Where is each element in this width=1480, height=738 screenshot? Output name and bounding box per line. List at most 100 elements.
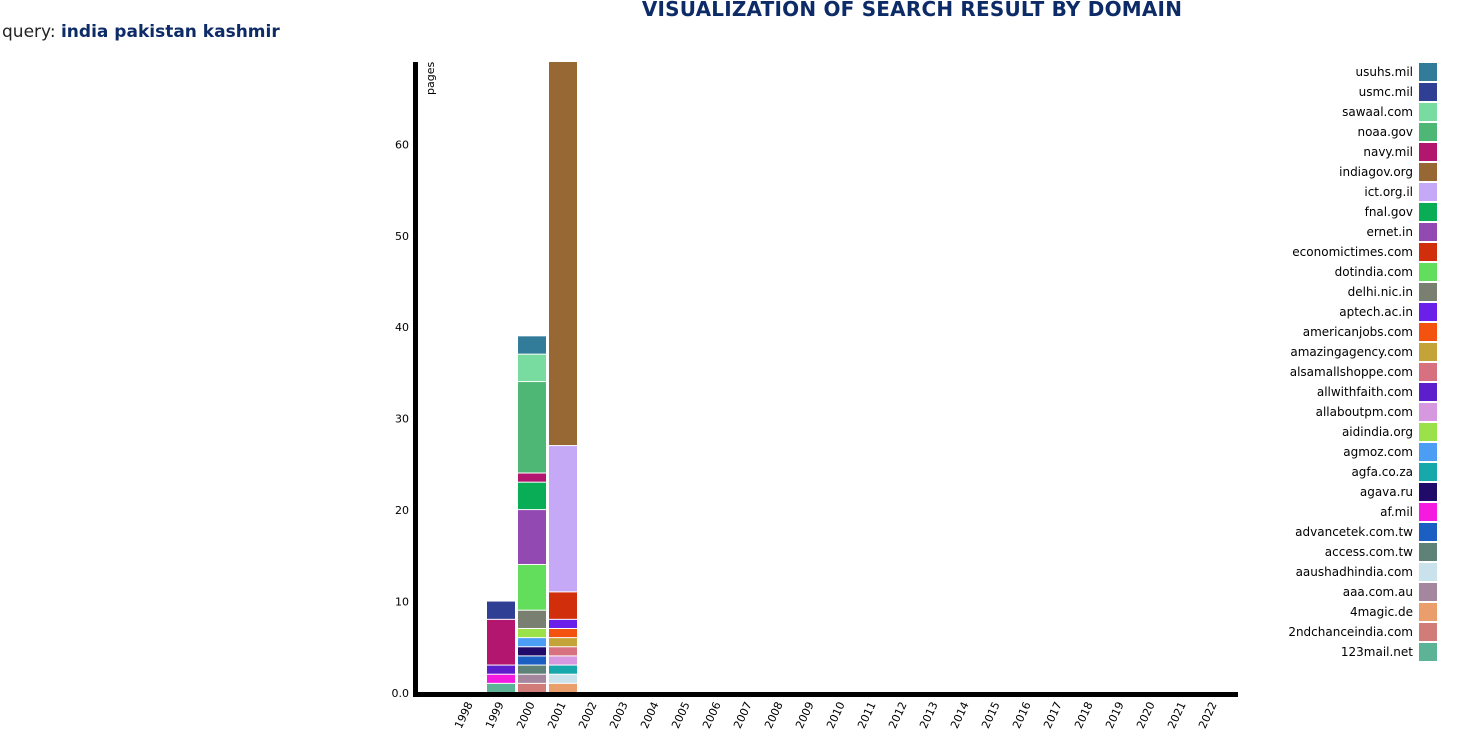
- legend-item: sawaal.com: [1342, 103, 1437, 121]
- y-axis-label: pages: [424, 62, 437, 95]
- bar-segment: [518, 336, 546, 354]
- bar-segment: [518, 564, 546, 610]
- y-tick-label: 0.0: [392, 687, 410, 700]
- legend-label: allwithfaith.com: [1317, 385, 1413, 399]
- x-tick-label: 1998: [452, 700, 476, 731]
- y-tick-label: 20: [395, 504, 409, 517]
- legend-swatch: [1419, 503, 1437, 521]
- legend-label: access.com.tw: [1325, 545, 1413, 559]
- x-tick-label: 2013: [917, 700, 941, 731]
- bar-segment: [518, 638, 546, 647]
- legend-swatch: [1419, 523, 1437, 541]
- legend-swatch: [1419, 343, 1437, 361]
- query-label: query:: [2, 22, 56, 42]
- bar-segment: [487, 674, 515, 683]
- legend-swatch: [1419, 103, 1437, 121]
- legend-swatch: [1419, 283, 1437, 301]
- legend-label: 4magic.de: [1350, 605, 1413, 619]
- legend-item: dotindia.com: [1335, 263, 1437, 281]
- x-tick-label: 2000: [514, 700, 538, 731]
- query-value: india pakistan kashmir: [60, 22, 280, 42]
- bar-segment: [549, 683, 577, 692]
- bar-segment: [549, 619, 577, 628]
- bar-segment: [549, 647, 577, 656]
- legend-item: alsamallshoppe.com: [1290, 363, 1437, 381]
- legend-swatch: [1419, 323, 1437, 341]
- legend-label: usuhs.mil: [1356, 65, 1414, 79]
- y-tick-label: 60: [395, 138, 409, 151]
- legend-label: advancetek.com.tw: [1295, 525, 1413, 539]
- legend-label: noaa.gov: [1357, 125, 1413, 139]
- x-ticks: 1998 1999 2000 2001 2002 2003 2004 2005 2006 2007…: [452, 700, 1220, 731]
- legend-swatch: [1419, 543, 1437, 561]
- bar-segment: [549, 656, 577, 665]
- legend-item: ict.org.il: [1364, 183, 1437, 201]
- legend-swatch: [1419, 183, 1437, 201]
- legend-label: agmoz.com: [1343, 445, 1413, 459]
- x-tick-label: 2017: [1041, 700, 1065, 731]
- legend-item: aaa.com.au: [1343, 583, 1437, 601]
- x-tick-label: 1999: [483, 700, 507, 731]
- legend-item: economictimes.com: [1292, 243, 1437, 261]
- legend-item: usuhs.mil: [1356, 63, 1437, 81]
- x-tick-label: 2002: [576, 700, 600, 731]
- legend-item: advancetek.com.tw: [1295, 523, 1437, 541]
- x-tick-label: 2014: [948, 700, 972, 731]
- legend-item: agfa.co.za: [1351, 463, 1437, 481]
- legend-item: allwithfaith.com: [1317, 383, 1437, 401]
- legend-label: economictimes.com: [1292, 245, 1413, 259]
- legend-label: 123mail.net: [1341, 645, 1413, 659]
- x-tick-label: 2004: [638, 700, 662, 731]
- query-line: query: india pakistan kashmir: [2, 22, 280, 42]
- legend-swatch: [1419, 383, 1437, 401]
- legend-swatch: [1419, 143, 1437, 161]
- legend-label: fnal.gov: [1365, 205, 1413, 219]
- x-tick-label: 2011: [855, 700, 879, 731]
- bar-segment: [549, 674, 577, 683]
- x-tick-label: 2020: [1134, 700, 1158, 731]
- legend-item: agmoz.com: [1343, 443, 1437, 461]
- y-tick-label: 50: [395, 230, 409, 243]
- x-tick-label: 2016: [1010, 700, 1034, 731]
- legend-label: ict.org.il: [1364, 185, 1413, 199]
- x-axis-line: [413, 692, 1238, 697]
- x-tick-label: 2021: [1165, 700, 1189, 731]
- legend-swatch: [1419, 623, 1437, 641]
- legend-swatch: [1419, 603, 1437, 621]
- legend-item: af.mil: [1380, 503, 1437, 521]
- bar-segment: [549, 62, 577, 446]
- bar-segment: [487, 619, 515, 665]
- legend-label: delhi.nic.in: [1348, 285, 1413, 299]
- bar-segment: [487, 601, 515, 619]
- bar-segment: [518, 610, 546, 628]
- legend-label: alsamallshoppe.com: [1290, 365, 1413, 379]
- x-tick-label: 2018: [1072, 700, 1096, 731]
- legend-label: allaboutpm.com: [1316, 405, 1413, 419]
- x-tick-label: 2010: [824, 700, 848, 731]
- legend-swatch: [1419, 303, 1437, 321]
- bar-segment: [518, 647, 546, 656]
- axes-layer: pages: [413, 62, 1238, 697]
- y-tick-label: 10: [395, 596, 409, 609]
- bar-segment: [549, 628, 577, 638]
- legend-item: 123mail.net: [1341, 643, 1437, 661]
- legend: usuhs.mil usmc.mil sawaal.com noaa.gov navy.…: [1288, 63, 1437, 661]
- bar-segment: [518, 683, 546, 692]
- legend-item: ernet.in: [1366, 223, 1437, 241]
- x-tick-label: 2005: [669, 700, 693, 731]
- legend-label: af.mil: [1380, 505, 1413, 519]
- x-tick-label: 2012: [886, 700, 910, 731]
- legend-item: amazingagency.com: [1290, 343, 1437, 361]
- legend-label: usmc.mil: [1359, 85, 1413, 99]
- legend-label: aaa.com.au: [1343, 585, 1413, 599]
- y-axis-line: [413, 62, 418, 697]
- legend-swatch: [1419, 243, 1437, 261]
- legend-item: delhi.nic.in: [1348, 283, 1437, 301]
- bar-segment: [518, 354, 546, 382]
- legend-swatch: [1419, 223, 1437, 241]
- legend-label: agfa.co.za: [1351, 465, 1413, 479]
- bar-segment: [487, 683, 515, 692]
- legend-swatch: [1419, 123, 1437, 141]
- legend-item: agava.ru: [1360, 483, 1437, 501]
- bar-segment: [518, 510, 546, 564]
